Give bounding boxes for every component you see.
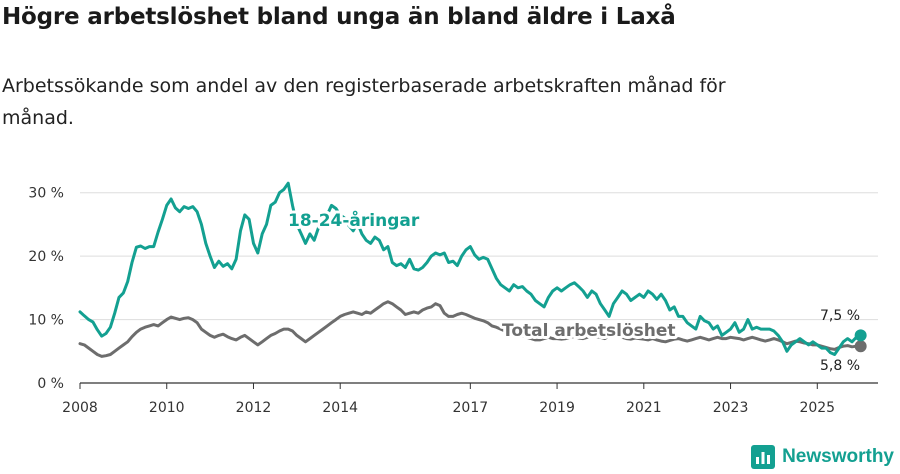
x-tick-label: 2008 xyxy=(62,400,98,416)
series-young-line xyxy=(78,181,863,356)
chart-title: Högre arbetslöshet bland unga än bland ä… xyxy=(2,4,676,30)
y-tick-label: 30 % xyxy=(28,186,64,202)
brand: Newsworthy xyxy=(750,444,894,470)
x-tick-label: 2010 xyxy=(149,400,185,416)
grid-lines xyxy=(80,192,878,321)
x-tick-label: 2017 xyxy=(453,400,489,416)
x-tick-label: 2014 xyxy=(322,400,358,416)
x-axis: 2008 2010 2012 2014 2017 2019 2021 2023 2025 xyxy=(62,382,878,416)
series-lines xyxy=(78,181,867,358)
y-tick-label: 0 % xyxy=(37,376,64,392)
y-tick-label: 20 % xyxy=(28,249,64,265)
x-tick-label: 2019 xyxy=(539,400,575,416)
end-value-young: 7,5 % xyxy=(820,308,860,324)
newsworthy-logo-icon xyxy=(751,445,776,469)
y-axis: 0 % 10 % 20 % 30 % xyxy=(28,186,64,392)
series-young-end-point xyxy=(854,329,867,342)
x-tick-label: 2012 xyxy=(236,400,272,416)
y-tick-label: 10 % xyxy=(28,313,64,329)
label-young-series: 18-24-åringar xyxy=(288,209,420,231)
end-value-total: 5,8 % xyxy=(820,358,860,374)
series-total-line xyxy=(78,300,863,358)
series-labels: 18-24-åringar Total arbetslöshet 7,5 % 5,8 … xyxy=(285,206,860,374)
brand-name: Newsworthy xyxy=(782,446,894,467)
label-total-series: Total arbetslöshet xyxy=(502,321,676,341)
x-tick-label: 2025 xyxy=(799,400,835,416)
chart-subtitle: Arbetssökande som andel av den registerb… xyxy=(2,75,726,129)
series-total-end-point xyxy=(854,340,867,353)
x-tick-label: 2021 xyxy=(626,400,662,416)
x-tick-label: 2023 xyxy=(713,400,749,416)
